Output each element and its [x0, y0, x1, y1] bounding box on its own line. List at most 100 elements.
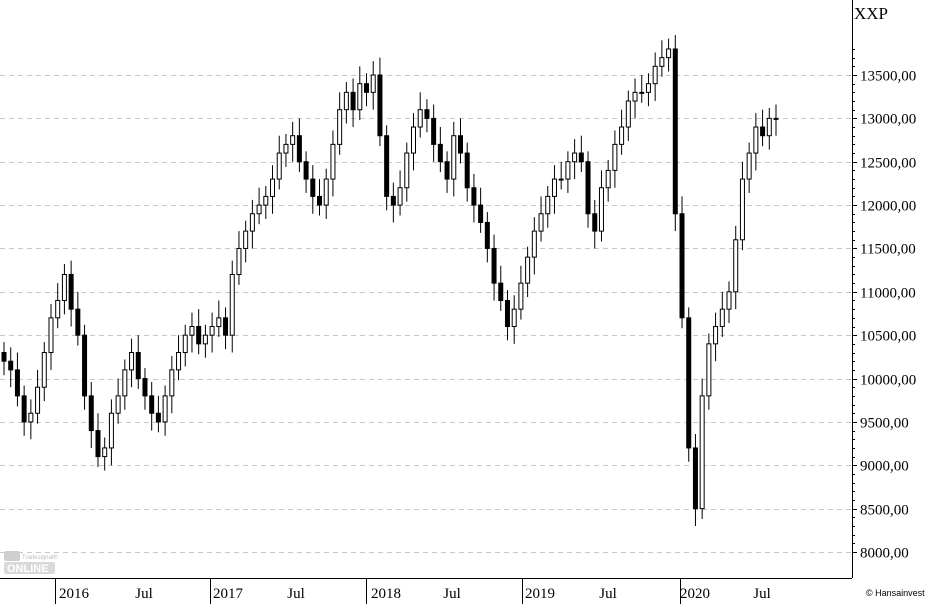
candle: [491, 234, 497, 301]
x-tick-label: 2018: [371, 586, 401, 602]
candle: [370, 61, 376, 110]
candle: [303, 151, 309, 193]
candle: [202, 324, 208, 358]
candle: [323, 168, 329, 219]
candle: [457, 118, 463, 164]
candle: [108, 399, 114, 466]
candle: [8, 347, 14, 388]
candle: [343, 81, 349, 124]
y-tick-label: 12500,00: [860, 156, 916, 172]
candle: [619, 109, 625, 155]
y-tick-label: 8500,00: [860, 503, 909, 519]
candle: [558, 161, 564, 190]
candle: [444, 151, 450, 193]
candle: [270, 165, 276, 214]
candle: [706, 333, 712, 410]
candle: [243, 220, 249, 263]
candle: [692, 434, 698, 526]
y-axis: 8000,00 8500,00 9000,00 9500,00 10000,00 1050…: [852, 49, 916, 562]
y-tick-label: 11000,00: [860, 286, 916, 302]
candle: [189, 312, 195, 353]
candle: [417, 92, 423, 138]
candle: [760, 109, 766, 147]
candle: [377, 57, 383, 147]
candle: [538, 196, 544, 242]
candle: [531, 217, 537, 275]
candle: [686, 307, 692, 462]
x-axis: 2016 Jul 2017 Jul 2018 Jul 2019 Jul 2020 Jul: [55, 578, 771, 604]
candle: [719, 291, 725, 337]
candle: [572, 139, 578, 180]
candle: [585, 151, 591, 228]
candle: [545, 186, 551, 228]
candle: [1, 342, 7, 376]
candle: [518, 265, 524, 320]
candle: [471, 173, 477, 223]
candle: [276, 135, 282, 190]
candle: [478, 187, 484, 233]
y-tick-label: 8000,00: [860, 546, 909, 562]
candle: [142, 368, 148, 410]
candle: [196, 309, 202, 355]
candle: [605, 159, 611, 202]
candle: [672, 35, 678, 232]
candle: [169, 355, 175, 414]
candle: [639, 75, 645, 103]
candle: [753, 113, 759, 171]
candle: [726, 281, 732, 324]
candle: [155, 395, 161, 433]
grid-lines: [0, 0, 853, 579]
candle: [21, 385, 27, 436]
candle: [424, 99, 430, 133]
y-tick-label: 12000,00: [860, 199, 916, 215]
candle: [713, 312, 719, 362]
candle: [773, 104, 779, 136]
candle: [263, 186, 269, 219]
candle: [632, 78, 638, 119]
x-tick-label: Jul: [135, 586, 153, 602]
candle: [61, 264, 67, 315]
candle: [330, 130, 336, 197]
candle: [746, 142, 752, 193]
candle: [182, 324, 188, 367]
candle: [699, 378, 705, 520]
x-tick-label: Jul: [599, 586, 617, 602]
candle: [612, 130, 618, 188]
candle: [384, 125, 390, 211]
candle: [397, 170, 403, 216]
candle: [578, 135, 584, 173]
x-tick-label: Jul: [287, 586, 305, 602]
candle: [129, 338, 135, 388]
svg-text:Tradesignal®: Tradesignal®: [22, 554, 58, 561]
x-tick-label: 2017: [213, 586, 244, 602]
candle: [176, 335, 182, 381]
candle: [511, 295, 517, 344]
x-tick-label: 2016: [59, 586, 90, 602]
candle: [679, 196, 685, 329]
candle: [766, 107, 772, 150]
chart-symbol: XXP: [854, 4, 888, 23]
candle: [216, 300, 222, 337]
candle: [68, 260, 74, 327]
y-tick-label: 9000,00: [860, 459, 909, 475]
candle: [317, 179, 323, 216]
candle: [55, 283, 61, 329]
candle: [498, 265, 504, 311]
candle: [666, 38, 672, 72]
candle: [162, 385, 168, 436]
candle: [28, 399, 34, 440]
candle: [337, 92, 343, 155]
candle: [223, 307, 229, 350]
candle: [652, 52, 658, 102]
candle: [122, 359, 128, 410]
candle: [82, 324, 88, 410]
y-tick-label: 9500,00: [860, 416, 909, 432]
candle: [504, 290, 510, 341]
candle: [390, 182, 396, 223]
copyright-credit: © Hansainvest: [866, 588, 925, 598]
candle: [35, 369, 41, 424]
candle: [598, 170, 604, 242]
candle: [357, 66, 363, 121]
